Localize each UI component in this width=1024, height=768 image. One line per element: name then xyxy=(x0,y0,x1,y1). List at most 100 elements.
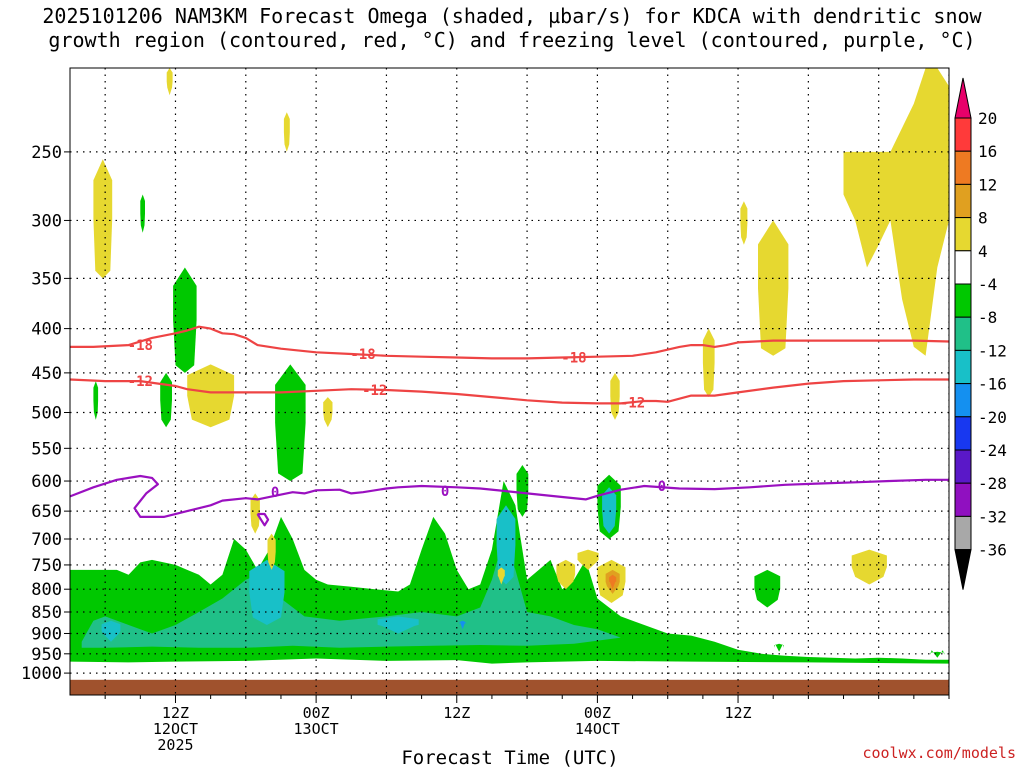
colorbar-label: -12 xyxy=(978,341,1007,360)
x-tick-label: 00Z xyxy=(303,704,330,722)
omega-yellow-cell xyxy=(556,559,576,590)
colorbar-label: 12 xyxy=(978,175,997,194)
omega-yellow-cell xyxy=(283,112,290,152)
colorbar-bottom-arrow xyxy=(954,549,972,590)
colorbar-label: -4 xyxy=(978,275,997,294)
y-tick-label: 300 xyxy=(31,211,62,231)
omega-cyan-pocket xyxy=(496,505,516,585)
y-tick-label: 1000 xyxy=(21,664,62,684)
colorbar-swatch xyxy=(954,217,972,252)
omega-yellow-cell xyxy=(758,220,789,356)
x-tick-label: 12Z xyxy=(724,704,751,722)
omega-dark-orange-cell xyxy=(609,574,617,590)
colorbar: 20 16 12 8 4 -4 -8 -12 -16 -20 -24 -28 -32 -36 xyxy=(954,77,1007,590)
colorbar-label: -36 xyxy=(978,541,1007,560)
colorbar-label: -24 xyxy=(978,441,1007,460)
omega-yellow-cell xyxy=(187,364,235,428)
colorbar-label: -8 xyxy=(978,308,997,327)
contour-label: -18 xyxy=(128,338,153,354)
omega-green-cell xyxy=(275,364,306,481)
omega-yellow-cell xyxy=(577,549,599,570)
omega-green-cell xyxy=(93,381,99,420)
chart-title: 2025101206 NAM3KM Forecast Omega (shaded… xyxy=(0,4,1024,52)
colorbar-swatch xyxy=(954,250,972,285)
omega-yellow-cell xyxy=(702,328,715,398)
contour-dgz_minus18 xyxy=(70,325,949,360)
y-tick-label: 700 xyxy=(31,530,62,550)
colorbar-swatch xyxy=(954,183,972,219)
colorbar-label: 4 xyxy=(978,242,988,261)
colorbar-swatch xyxy=(954,150,972,185)
colorbar-swatch xyxy=(954,316,972,351)
x-tick-label: 13OCT xyxy=(294,720,339,738)
colorbar-label: -28 xyxy=(978,474,1007,493)
omega-green-cell xyxy=(930,650,945,658)
x-tick-label: 2025 xyxy=(157,736,193,754)
colorbar-swatch xyxy=(954,416,972,451)
y-tick-label: 500 xyxy=(31,403,62,423)
colorbar-swatch xyxy=(954,515,972,551)
omega-green-cell xyxy=(516,465,529,517)
colorbar-swatch xyxy=(954,449,972,484)
omega-green-cell xyxy=(754,569,781,608)
y-tick-label: 750 xyxy=(31,556,62,576)
omega-yellow-cell xyxy=(610,372,620,420)
grid-layer xyxy=(70,68,949,695)
x-tick-label: 14OCT xyxy=(575,720,620,738)
y-tick-label: 550 xyxy=(31,439,62,459)
y-axis: 2503003504004505005506006507007508008509… xyxy=(21,143,70,684)
omega-yellow-cell xyxy=(250,493,260,534)
contour-freezing_loop xyxy=(256,512,270,527)
credit-text: coolwx.com/models xyxy=(862,744,1016,762)
y-tick-label: 900 xyxy=(31,624,62,644)
y-tick-label: 400 xyxy=(31,320,62,340)
contour-dgz_minus12 xyxy=(70,378,949,405)
omega-yellow-cell xyxy=(93,159,113,279)
colorbar-swatch xyxy=(954,117,972,152)
contour-label: 0 xyxy=(658,479,666,495)
contour-freezing_0 xyxy=(70,474,949,518)
omega-cyan-pocket xyxy=(602,487,617,534)
omega-cyan-pocket xyxy=(249,559,285,625)
omega-yellow-cell xyxy=(740,201,748,245)
colorbar-label: -16 xyxy=(978,375,1007,394)
colorbar-label: -32 xyxy=(978,507,1007,526)
omega-yellow-cell xyxy=(166,68,173,96)
colorbar-top-arrow xyxy=(954,77,972,119)
colorbar-label: 16 xyxy=(978,142,997,161)
omega-teal-area xyxy=(81,539,621,648)
y-tick-label: 600 xyxy=(31,472,62,492)
colorbar-label: 8 xyxy=(978,209,988,228)
chart-title-line-1: 2025101206 NAM3KM Forecast Omega (shaded… xyxy=(42,4,982,28)
plot-frame xyxy=(69,67,950,696)
omega-yellow-cell xyxy=(267,533,276,570)
y-tick-label: 800 xyxy=(31,580,62,600)
colorbar-swatch xyxy=(954,482,972,517)
colorbar-label: 20 xyxy=(978,109,997,128)
omega-yellow-cell xyxy=(843,68,949,356)
colorbar-swatch xyxy=(954,349,972,385)
contour-label: -12 xyxy=(128,374,153,390)
y-tick-label: 950 xyxy=(31,645,62,665)
contour-label: -18 xyxy=(350,347,375,363)
omega-yellow-cell xyxy=(851,549,887,585)
y-tick-label: 450 xyxy=(31,364,62,384)
y-tick-label: 650 xyxy=(31,502,62,522)
y-tick-label: 350 xyxy=(31,269,62,289)
x-tick-label: 12Z xyxy=(162,704,189,722)
omega-green-cell xyxy=(140,194,145,233)
x-tick-label: 00Z xyxy=(584,704,611,722)
contour-label: 0 xyxy=(271,485,279,501)
y-tick-label: 850 xyxy=(31,603,62,623)
omega-blue-pocket xyxy=(459,620,467,630)
colorbar-swatch xyxy=(954,283,972,318)
contour-label: -12 xyxy=(362,383,387,399)
omega-cyan-pocket xyxy=(101,620,121,642)
omega-green-cell xyxy=(160,372,172,428)
contour-label: -12 xyxy=(620,396,645,412)
ground-strip xyxy=(70,679,949,695)
omega-shading-layer xyxy=(70,68,949,695)
omega-green-cell xyxy=(173,267,197,373)
